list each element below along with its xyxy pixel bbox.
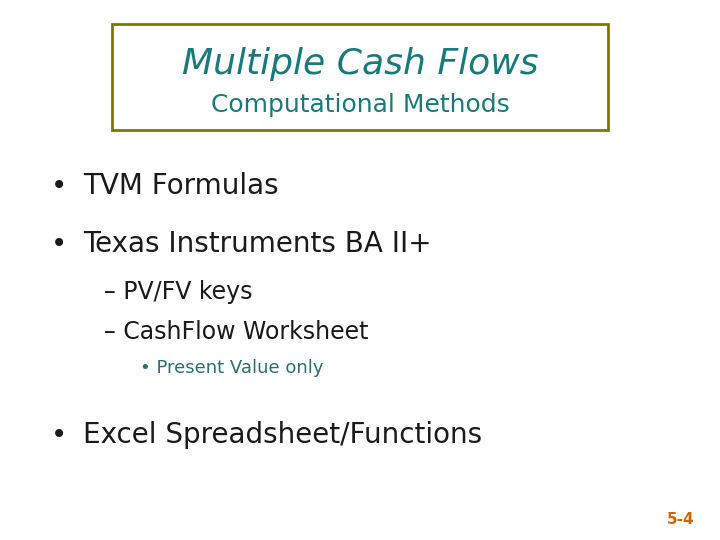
Text: Computational Methods: Computational Methods <box>211 93 509 117</box>
Text: • Present Value only: • Present Value only <box>140 359 324 377</box>
FancyBboxPatch shape <box>112 24 608 130</box>
Text: – CashFlow Worksheet: – CashFlow Worksheet <box>104 320 369 344</box>
Text: Excel Spreadsheet/Functions: Excel Spreadsheet/Functions <box>83 421 482 449</box>
Text: Multiple Cash Flows: Multiple Cash Flows <box>181 47 539 80</box>
Text: •: • <box>50 230 67 258</box>
Text: – PV/FV keys: – PV/FV keys <box>104 280 253 303</box>
Text: •: • <box>50 421 67 449</box>
Text: 5-4: 5-4 <box>667 511 695 526</box>
Text: Texas Instruments BA II+: Texas Instruments BA II+ <box>83 230 431 258</box>
Text: •: • <box>50 172 67 200</box>
Text: TVM Formulas: TVM Formulas <box>83 172 279 200</box>
